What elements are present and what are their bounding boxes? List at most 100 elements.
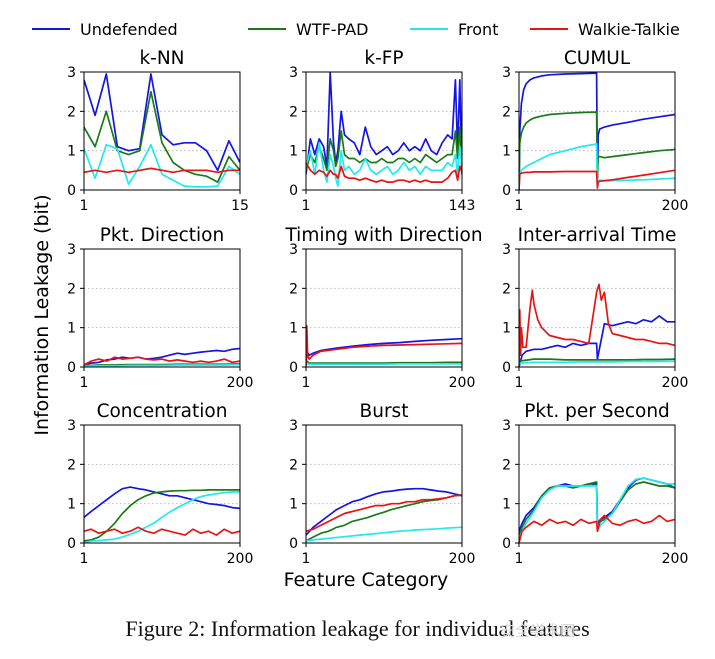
plot-frame — [83, 71, 241, 191]
y-tick-label: 1 — [502, 497, 511, 513]
y-axis-label: Information Leakage (bit) — [31, 194, 53, 435]
legend-label: Undefended — [80, 20, 178, 39]
x-tick-label: 200 — [449, 375, 476, 391]
series-line-walkie-talkie — [519, 283, 675, 367]
series-line-undefended — [306, 337, 462, 367]
series-line-front — [84, 491, 240, 543]
y-tick-label: 0 — [289, 360, 298, 376]
subplot-title: Pkt. Direction — [100, 225, 224, 246]
y-tick-label: 1 — [502, 144, 511, 160]
series-line-walkie-talkie — [519, 169, 675, 190]
subplot-title: Burst — [360, 401, 409, 422]
y-tick-label: 0 — [502, 360, 511, 376]
subplot-title: k-FP — [364, 48, 403, 69]
series-line-undefended — [306, 72, 462, 175]
y-tick-label: 0 — [67, 536, 76, 552]
series-line-walkie-talkie — [84, 526, 240, 536]
x-tick-label: 1 — [80, 551, 89, 567]
series-line-wtf-pad — [84, 489, 240, 542]
plot-frame — [83, 424, 241, 544]
x-tick-label: 200 — [227, 551, 254, 567]
y-tick-label: 0 — [289, 183, 298, 199]
series-line-wtf-pad — [84, 90, 240, 183]
y-tick-label: 0 — [289, 536, 298, 552]
series-line-front — [306, 526, 462, 542]
x-tick-label: 200 — [662, 551, 689, 567]
series-line-undefended — [84, 347, 240, 366]
x-tick-label: 1 — [515, 375, 524, 391]
series-line-front — [519, 477, 675, 540]
x-tick-label: 200 — [662, 198, 689, 214]
subplot-title: CUMUL — [564, 48, 631, 69]
x-tick-label: 1 — [80, 198, 89, 214]
y-tick-label: 0 — [67, 183, 76, 199]
x-tick-label: 200 — [449, 551, 476, 567]
series-line-wtf-pad — [306, 126, 462, 175]
series-line-front — [306, 141, 462, 187]
x-tick-label: 143 — [449, 198, 476, 214]
y-tick-label: 3 — [289, 65, 298, 81]
legend: Undefended WTF-PAD Front Walkie-Talkie — [32, 20, 680, 39]
y-tick-label: 3 — [502, 65, 511, 81]
series-line-front — [84, 143, 240, 188]
series-line-front — [519, 360, 675, 364]
series-line-front — [519, 143, 675, 190]
series-line-wtf-pad — [519, 358, 675, 362]
y-tick-label: 2 — [289, 281, 298, 297]
y-tick-label: 1 — [289, 497, 298, 513]
x-tick-label: 200 — [662, 375, 689, 391]
caption-text: Figure 2: Information leakage for indivi… — [125, 616, 590, 641]
x-tick-label: 200 — [227, 375, 254, 391]
plot-frame — [305, 248, 463, 368]
x-tick-label: 1 — [302, 551, 311, 567]
series-line-undefended — [84, 73, 240, 172]
series-line-wtf-pad — [306, 494, 462, 542]
series-line-undefended — [306, 487, 462, 536]
y-tick-label: 3 — [289, 242, 298, 258]
subplot-title: Concentration — [97, 401, 228, 422]
x-tick-label: 1 — [515, 198, 524, 214]
series-line-undefended — [519, 315, 675, 367]
y-tick-label: 2 — [67, 104, 76, 120]
x-tick-label: 1 — [80, 375, 89, 391]
x-tick-label: 1 — [515, 551, 524, 567]
series-line-wtf-pad — [519, 111, 675, 190]
series-line-walkie-talkie — [84, 167, 240, 174]
plot-frame — [305, 424, 463, 544]
series-line-walkie-talkie — [84, 356, 240, 366]
subplot-title: k-NN — [139, 48, 184, 69]
y-tick-label: 2 — [502, 457, 511, 473]
legend-label: WTF-PAD — [296, 20, 368, 39]
y-tick-label: 2 — [502, 104, 511, 120]
plot-frame — [305, 71, 463, 191]
y-tick-label: 2 — [289, 104, 298, 120]
figure-caption: Figure 2: Information leakage for indivi… — [0, 616, 715, 642]
subplot-title: Pkt. per Second — [524, 401, 670, 422]
series-line-walkie-talkie — [306, 162, 462, 183]
series-line-undefended — [84, 486, 240, 519]
y-tick-label: 1 — [67, 144, 76, 160]
y-tick-label: 0 — [67, 360, 76, 376]
series-line-walkie-talkie — [306, 494, 462, 533]
y-tick-label: 1 — [502, 321, 511, 337]
plot-frame — [518, 71, 676, 191]
x-axis-label: Feature Category — [284, 569, 449, 591]
y-tick-label: 2 — [502, 281, 511, 297]
y-tick-label: 3 — [67, 418, 76, 434]
legend-label: Walkie-Talkie — [578, 20, 680, 39]
series-line-walkie-talkie — [519, 514, 675, 543]
y-tick-label: 3 — [289, 418, 298, 434]
y-tick-label: 0 — [502, 536, 511, 552]
y-tick-label: 3 — [67, 242, 76, 258]
